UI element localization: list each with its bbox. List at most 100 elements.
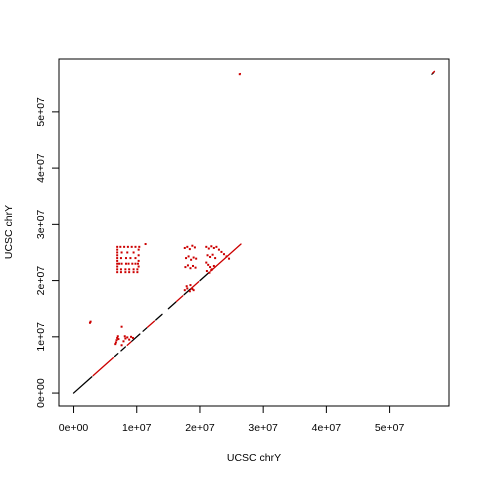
forward-alignment-segment (199, 271, 211, 282)
reverse-alignment-point (116, 335, 119, 338)
reverse-alignment-point (119, 271, 122, 274)
reverse-alignment-point (214, 257, 217, 260)
reverse-alignment-point (128, 338, 131, 341)
reverse-alignment-point (137, 254, 140, 257)
reverse-alignment-point (116, 336, 119, 339)
y-tick-label: 4e+07 (35, 153, 47, 183)
reverse-alignment-point (116, 254, 119, 257)
reverse-alignment-point (188, 248, 191, 251)
reverse-alignment-point (116, 271, 119, 274)
reverse-alignment-segment (190, 281, 200, 290)
reverse-alignment-point (184, 266, 187, 269)
reverse-alignment-point (185, 257, 188, 260)
reverse-alignment-point (136, 271, 139, 274)
reverse-alignment-point (116, 268, 119, 271)
reverse-alignment-point (205, 245, 208, 248)
reverse-alignment-point (131, 262, 134, 265)
reverse-alignment-point (125, 257, 128, 260)
reverse-alignment-point (126, 336, 129, 339)
reverse-alignment-point (118, 262, 121, 265)
reverse-alignment-point (185, 285, 188, 288)
reverse-alignment-point (123, 245, 126, 248)
reverse-alignment-point (192, 264, 195, 267)
reverse-alignment-point (134, 245, 137, 248)
reverse-alignment-point (114, 341, 117, 344)
forward-alignment-segment (131, 333, 141, 342)
reverse-alignment-point (131, 336, 134, 339)
x-tick-label: 1e+07 (122, 422, 152, 434)
reverse-alignment-point (119, 257, 122, 260)
reverse-alignment-point (89, 320, 92, 323)
reverse-alignment-point (209, 266, 212, 269)
reverse-alignment-point (192, 289, 195, 292)
y-tick-label: 3e+07 (35, 209, 47, 239)
reverse-alignment-point (186, 245, 189, 248)
reverse-alignment-point (206, 254, 209, 257)
forward-alignment-segment (120, 346, 127, 352)
x-tick-label: 5e+07 (375, 422, 405, 434)
reverse-alignment-point (119, 245, 122, 248)
reverse-alignment-point (119, 268, 122, 271)
reverse-alignment-point (115, 339, 118, 342)
reverse-alignment-point (116, 262, 119, 265)
reverse-alignment-point (134, 257, 137, 260)
reverse-alignment-point (191, 244, 194, 247)
reverse-alignment-point (132, 251, 135, 254)
forward-alignment-segment (113, 353, 119, 358)
reverse-alignment-point (128, 268, 131, 271)
data-layer (72, 70, 436, 394)
y-axis-label: UCSC chrY (3, 205, 15, 259)
reverse-alignment-point (130, 245, 133, 248)
reverse-alignment-point (215, 245, 218, 248)
reverse-alignment-segment (146, 320, 156, 328)
reverse-alignment-point (132, 271, 135, 274)
reverse-alignment-point (192, 256, 195, 259)
reverse-alignment-point (125, 262, 128, 265)
reverse-alignment-point (130, 335, 133, 338)
reverse-alignment-point (120, 325, 123, 328)
reverse-alignment-point (136, 268, 139, 271)
forward-alignment-segment (167, 301, 177, 310)
reverse-alignment-point (238, 73, 241, 76)
reverse-alignment-point (132, 268, 135, 271)
reverse-alignment-point (116, 251, 119, 254)
reverse-alignment-point (116, 259, 119, 262)
reverse-alignment-point (194, 266, 197, 269)
reverse-alignment-point (217, 248, 220, 251)
reverse-alignment-point (191, 288, 194, 291)
reverse-alignment-point (116, 265, 119, 268)
reverse-alignment-point (205, 270, 208, 273)
reverse-alignment-point (138, 245, 141, 248)
forward-alignment-segment (155, 313, 163, 321)
reverse-alignment-point (116, 248, 119, 251)
x-tick-label: 4e+07 (312, 422, 342, 434)
reverse-alignment-point (120, 262, 123, 265)
x-tick-label: 2e+07 (185, 422, 215, 434)
reverse-alignment-point (186, 287, 189, 290)
reverse-alignment-point (212, 264, 215, 267)
reverse-alignment-point (134, 262, 137, 265)
reverse-alignment-point (209, 255, 212, 258)
reverse-alignment-point (210, 268, 213, 271)
forward-alignment-segment (72, 376, 93, 394)
x-tick-label: 0e+00 (59, 422, 89, 434)
reverse-alignment-point (137, 265, 140, 268)
reverse-alignment-point (128, 271, 131, 274)
reverse-alignment-point (127, 262, 130, 265)
reverse-alignment-point (208, 271, 211, 274)
reverse-alignment-point (195, 257, 198, 260)
plot-box (58, 58, 450, 407)
reverse-alignment-point (144, 243, 147, 246)
y-axis: 0e+00 1e+07 2e+07 3e+07 4e+07 5e+07 (35, 97, 59, 408)
reverse-alignment-point (137, 248, 140, 251)
reverse-alignment-point (120, 344, 123, 347)
reverse-alignment-point (126, 245, 129, 248)
y-tick-label: 2e+07 (35, 266, 47, 296)
y-tick-label: 1e+07 (35, 322, 47, 352)
reverse-alignment-point (190, 258, 193, 261)
reverse-alignment-point (122, 340, 125, 343)
reverse-alignment-point (212, 246, 215, 249)
reverse-alignment-point (186, 264, 189, 267)
reverse-alignment-segment (431, 70, 436, 74)
